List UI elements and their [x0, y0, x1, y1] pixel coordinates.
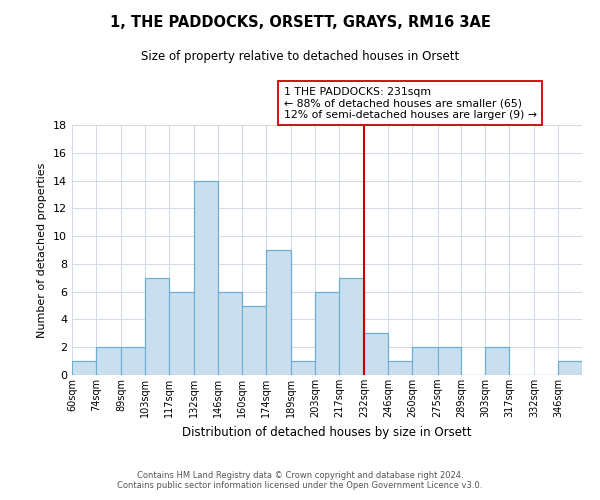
Bar [72, 361, 96, 375]
Bar [364, 334, 388, 375]
X-axis label: Distribution of detached houses by size in Orsett: Distribution of detached houses by size … [182, 426, 472, 438]
Bar [242, 306, 266, 375]
Bar [388, 361, 412, 375]
Bar [437, 347, 461, 375]
Bar [315, 292, 339, 375]
Text: 1, THE PADDOCKS, ORSETT, GRAYS, RM16 3AE: 1, THE PADDOCKS, ORSETT, GRAYS, RM16 3AE [110, 15, 490, 30]
Text: 1 THE PADDOCKS: 231sqm
← 88% of detached houses are smaller (65)
12% of semi-det: 1 THE PADDOCKS: 231sqm ← 88% of detached… [284, 87, 536, 120]
Bar [145, 278, 169, 375]
Bar [339, 278, 364, 375]
Bar [485, 347, 509, 375]
Bar [266, 250, 292, 375]
Bar [194, 180, 218, 375]
Text: Size of property relative to detached houses in Orsett: Size of property relative to detached ho… [141, 50, 459, 63]
Bar [121, 347, 145, 375]
Bar [292, 361, 315, 375]
Bar [558, 361, 582, 375]
Bar [412, 347, 437, 375]
Y-axis label: Number of detached properties: Number of detached properties [37, 162, 47, 338]
Bar [169, 292, 194, 375]
Text: Contains HM Land Registry data © Crown copyright and database right 2024.
Contai: Contains HM Land Registry data © Crown c… [118, 470, 482, 490]
Bar [96, 347, 121, 375]
Bar [218, 292, 242, 375]
